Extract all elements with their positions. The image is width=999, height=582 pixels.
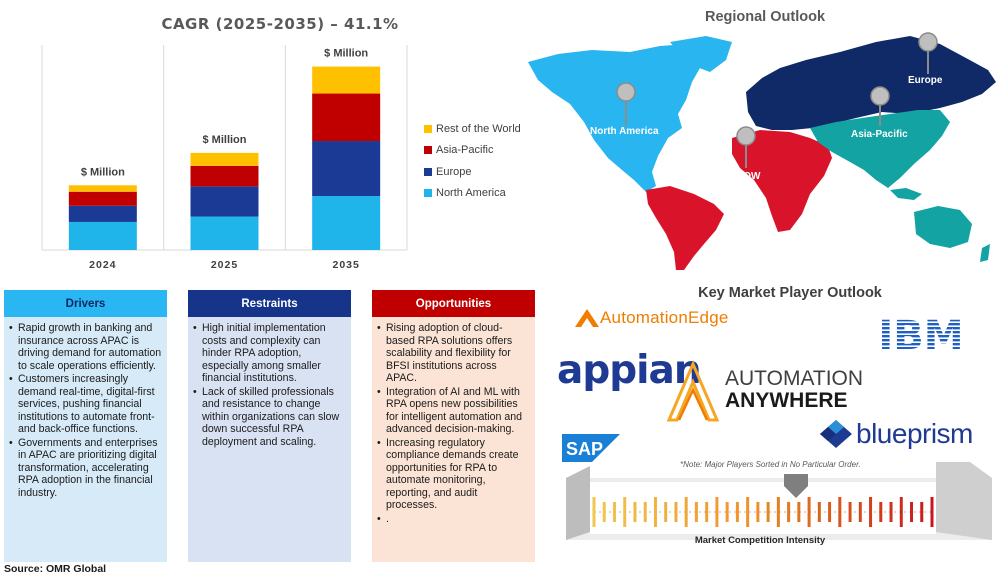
blueprism-wordmark: blueprism xyxy=(856,418,973,449)
legend-label-rest-of-world: Rest of the World xyxy=(436,122,521,135)
sap-logo-mark: SAP xyxy=(562,434,620,462)
bar-segment-north-america-2024 xyxy=(68,221,137,250)
map-pin-europe xyxy=(918,32,938,74)
bar-segment-asia-pacific-2035 xyxy=(312,93,381,142)
bar-segment-north-america-2035 xyxy=(312,196,381,250)
map-region-south-america xyxy=(646,186,724,270)
map-region-africa xyxy=(732,130,832,232)
world-map: North America Europe Asia-Pacific ROW xyxy=(528,32,996,270)
drivers-item: Governments and enterprises in APAC are … xyxy=(9,437,162,500)
gauge-right-cap xyxy=(936,462,992,540)
opportunities-item: Increasing regulatory compliance demands… xyxy=(377,437,530,512)
bar-segment-asia-pacific-2024 xyxy=(68,191,137,206)
map-pin-north-america xyxy=(616,82,636,126)
legend-swatch-rest-of-world xyxy=(424,124,432,133)
restraints-body: High initial implementation costs and co… xyxy=(188,317,351,562)
gauge-pointer-body xyxy=(784,474,808,486)
map-region-indonesia xyxy=(890,188,922,200)
opportunities-body: Rising adoption of cloud-based RPA solut… xyxy=(372,317,535,562)
sap-logo: SAP xyxy=(562,434,620,467)
drivers-body: Rapid growth in banking and insurance ac… xyxy=(4,317,167,562)
automationedge-wordmark: AutomationEdge xyxy=(600,308,729,327)
automation-anywhere-line2: ANYWHERE xyxy=(725,389,848,412)
restraints-item: High initial implementation costs and co… xyxy=(193,322,346,385)
opportunities-item: Rising adoption of cloud-based RPA solut… xyxy=(377,322,530,385)
opportunities-panel: Opportunities Rising adoption of cloud-b… xyxy=(372,290,535,562)
bar-segment-rest-of-the-world-2025 xyxy=(190,152,259,166)
legend-swatch-asia-pacific xyxy=(424,146,432,155)
bar-segment-rest-of-the-world-2024 xyxy=(68,185,137,192)
bar-segment-europe-2025 xyxy=(190,186,259,217)
x-tick-label: 2024 xyxy=(89,259,116,271)
legend-swatch-north-america xyxy=(424,189,432,198)
map-region-new-zealand xyxy=(980,244,990,262)
gauge-pointer-icon xyxy=(784,486,808,498)
automationedge-logo: AutomationEdge xyxy=(574,307,729,329)
bar-label: $ Million xyxy=(81,166,125,178)
bar-segment-north-america-2025 xyxy=(190,216,259,250)
ibm-logo: IBM xyxy=(875,313,967,360)
automation-anywhere-mark-icon xyxy=(666,360,720,422)
legend-swatch-europe xyxy=(424,167,432,176)
map-region-europe xyxy=(746,36,996,130)
bar-segment-europe-2035 xyxy=(312,141,381,197)
blueprism-mark-icon xyxy=(820,420,852,448)
ibm-logo-mark: IBM xyxy=(878,313,963,359)
key-players-title: Key Market Player Outlook xyxy=(698,285,882,301)
drivers-item: Customers increasingly demand real-time,… xyxy=(9,373,162,436)
restraints-item: Lack of skilled professionals and resist… xyxy=(193,386,346,449)
map-region-north-america xyxy=(528,44,706,192)
competition-intensity-gauge xyxy=(566,462,992,540)
map-region-asia-pacific xyxy=(810,110,950,188)
map-label-row: ROW xyxy=(736,171,761,182)
legend-item-europe: Europe xyxy=(424,161,521,183)
legend-label-europe: Europe xyxy=(436,165,472,178)
chart-title: CAGR (2025-2035) – 41.1% xyxy=(161,15,399,33)
blueprism-logo: blueprism xyxy=(818,418,973,450)
source-note: Source: OMR Global xyxy=(4,563,107,575)
legend-item-asia-pacific: Asia-Pacific xyxy=(424,140,521,162)
bar-segment-rest-of-the-world-2035 xyxy=(312,66,381,94)
restraints-title: Restraints xyxy=(188,290,351,317)
bar-label: $ Million xyxy=(324,48,368,60)
map-region-greenland xyxy=(670,36,732,72)
x-tick-label: 2035 xyxy=(332,259,359,271)
map-label-north-america: North America xyxy=(590,126,659,137)
regional-outlook-title: Regional Outlook xyxy=(704,9,826,25)
opportunities-item: . xyxy=(377,513,530,526)
drivers-panel: Drivers Rapid growth in banking and insu… xyxy=(4,290,167,562)
players-note: *Note: Major Players Sorted in No Partic… xyxy=(680,460,861,469)
intensity-label: Market Competition Intensity xyxy=(694,535,826,546)
map-region-australia xyxy=(914,206,972,248)
x-tick-label: 2025 xyxy=(211,259,238,271)
automationedge-mark-icon xyxy=(575,309,599,327)
automation-anywhere-line1: AUTOMATION xyxy=(725,367,864,390)
drivers-item: Rapid growth in banking and insurance ac… xyxy=(9,322,162,372)
automation-anywhere-logo: AUTOMATION ANYWHERE xyxy=(665,360,863,422)
legend-item-north-america: North America xyxy=(424,183,521,205)
sap-wordmark: SAP xyxy=(566,439,603,459)
gauge-ticks xyxy=(592,497,934,527)
map-label-asia-pacific: Asia-Pacific xyxy=(851,129,908,140)
map-pin-row xyxy=(736,126,756,168)
opportunities-title: Opportunities xyxy=(372,290,535,317)
appian-logo: appian xyxy=(557,348,702,393)
stacked-bar-chart: $ Million 2024 $ Million 2025 $ Million 2035 xyxy=(41,45,408,271)
legend-label-north-america: North America xyxy=(436,187,506,200)
chart-legend: Rest of the World Asia-Pacific Europe No… xyxy=(424,118,521,204)
gauge-track xyxy=(590,482,936,534)
restraints-panel: Restraints High initial implementation c… xyxy=(188,290,351,562)
bar-label: $ Million xyxy=(203,134,247,146)
bar-segment-asia-pacific-2025 xyxy=(190,165,259,187)
bar-segment-europe-2024 xyxy=(68,205,137,222)
map-label-europe: Europe xyxy=(908,75,943,86)
drivers-title: Drivers xyxy=(4,290,167,317)
ibm-wordmark: IBM xyxy=(878,315,963,355)
legend-item-rest-of-world: Rest of the World xyxy=(424,118,521,140)
gauge-left-cap xyxy=(566,466,590,540)
legend-label-asia-pacific: Asia-Pacific xyxy=(436,144,494,157)
map-pin-asia-pacific xyxy=(870,86,890,126)
opportunities-item: Integration of AI and ML with RPA opens … xyxy=(377,386,530,436)
